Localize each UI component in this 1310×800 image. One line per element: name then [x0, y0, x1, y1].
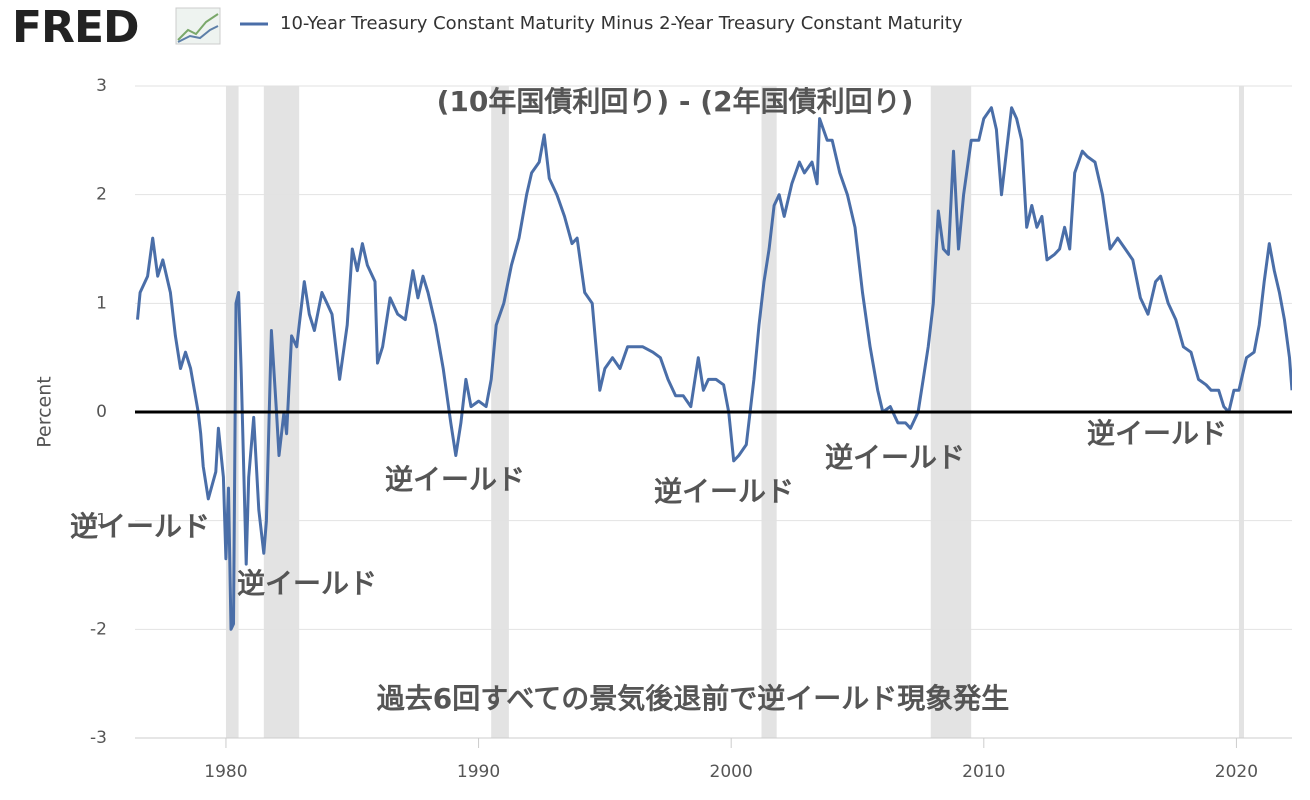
annotation: 逆イールド: [70, 510, 210, 543]
y-tick-label: 2: [96, 185, 107, 205]
data-line: [136, 106, 1292, 631]
annotation: 逆イールド: [825, 441, 965, 474]
x-tick-label: 2000: [710, 762, 753, 782]
y-tick-label: 0: [96, 402, 107, 422]
y-tick-label: -3: [90, 728, 107, 748]
y-tick-label: -1: [90, 511, 107, 531]
y-tick-label: -2: [90, 619, 107, 639]
y-tick-label: 3: [96, 76, 107, 96]
x-tick-label: 1980: [204, 762, 247, 782]
x-tick-label: 2020: [1215, 762, 1258, 782]
y-tick-label: 1: [96, 293, 107, 313]
x-tick-label: 2010: [962, 762, 1005, 782]
legend-label: 10-Year Treasury Constant Maturity Minus…: [280, 13, 963, 34]
annotation: 逆イールド: [654, 475, 794, 508]
chart-note: 過去6回すべての景気後退前で逆イールド現象発生: [377, 682, 1009, 715]
annotation: 逆イールド: [237, 567, 377, 600]
brand-icon: [175, 7, 221, 45]
x-tick-label: 1990: [457, 762, 500, 782]
chart-title: (10年国債利回り) - (2年国債利回り): [437, 85, 914, 118]
annotation: 逆イールド: [385, 463, 525, 496]
annotation: 逆イールド: [1087, 417, 1227, 450]
brand-logo: FRED: [12, 2, 139, 53]
y-axis-label: Percent: [34, 376, 56, 448]
